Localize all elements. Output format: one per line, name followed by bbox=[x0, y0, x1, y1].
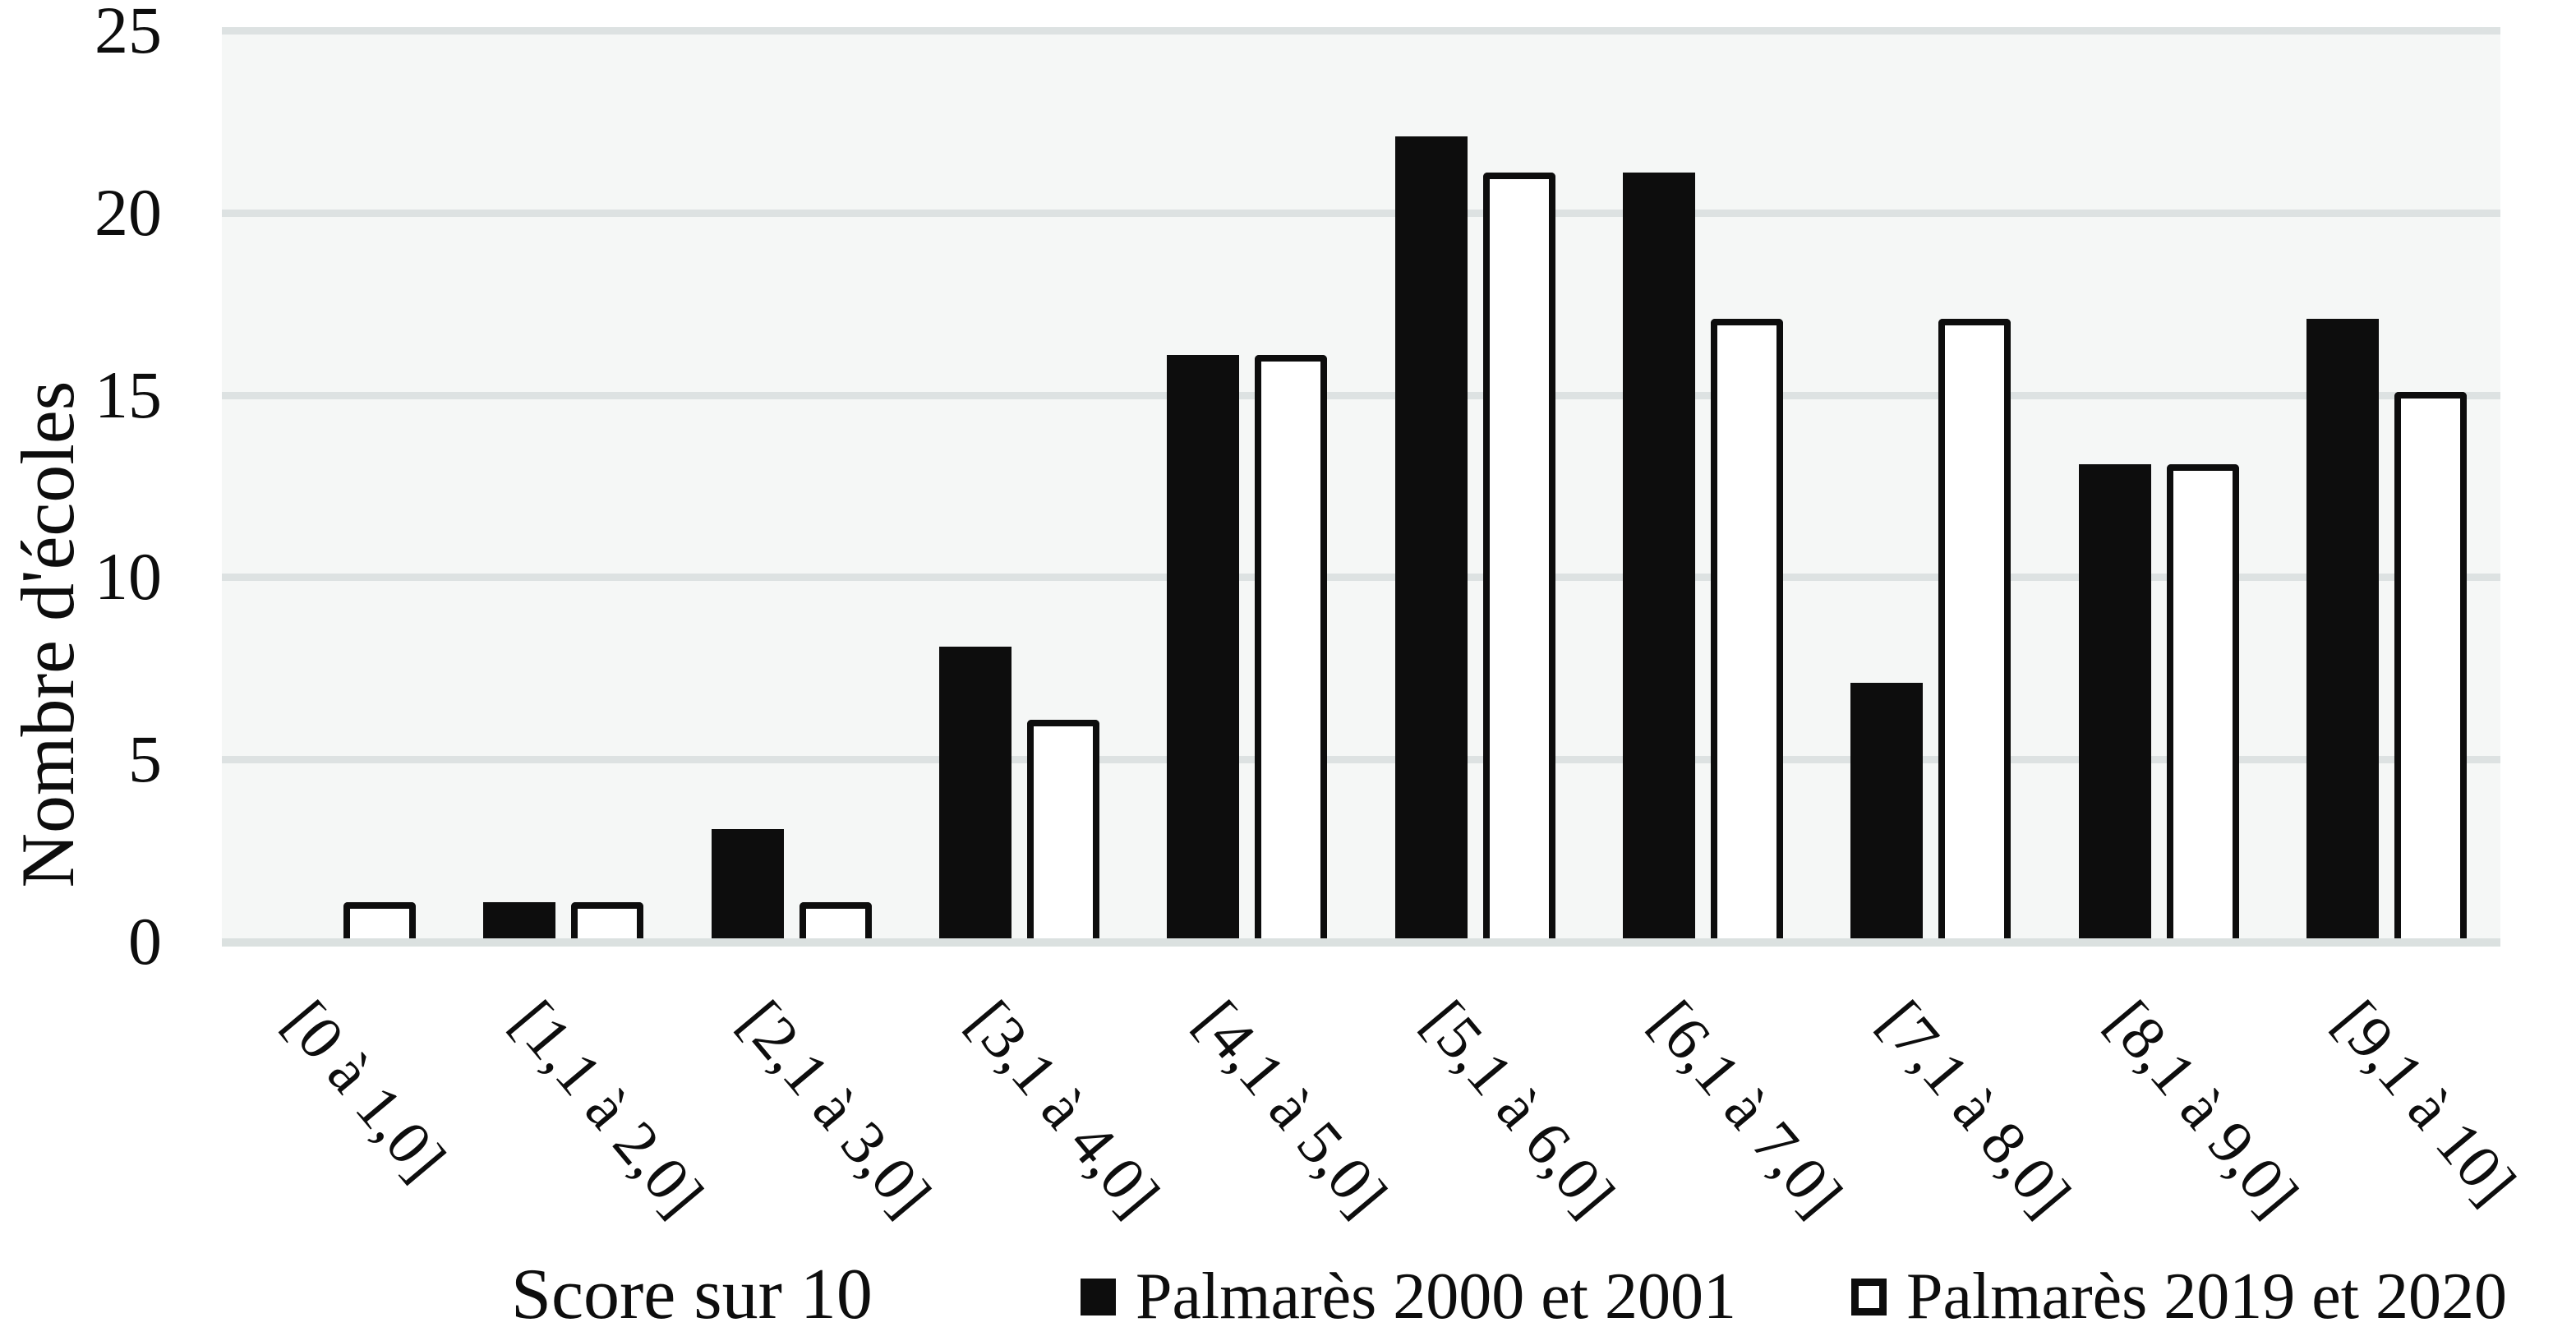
x-tick-label: [9,1 à 10] bbox=[2321, 988, 2529, 1218]
bar-series-1-cat-7 bbox=[1622, 173, 1695, 938]
bar-series-2-cat-7 bbox=[1710, 318, 1783, 938]
legend-label-series-1: Palmarès 2000 et 2001 bbox=[1136, 1260, 1736, 1327]
bar-series-1-cat-2 bbox=[483, 901, 556, 938]
legend-label-series-2: Palmarès 2019 et 2020 bbox=[1906, 1260, 2507, 1327]
bar-series-2-cat-2 bbox=[571, 901, 644, 938]
legend-outlined-square-marker bbox=[1851, 1279, 1887, 1315]
bar-series-1-cat-10 bbox=[2306, 318, 2379, 938]
bar-series-2-cat-9 bbox=[2166, 464, 2239, 938]
bar-series-2-cat-8 bbox=[1938, 318, 2011, 938]
bar-series-1-cat-9 bbox=[2078, 464, 2151, 938]
x-tick-label: [4,1 à 5,0] bbox=[1182, 988, 1400, 1229]
y-tick-label: 10 bbox=[94, 539, 162, 615]
bar-series-1-cat-8 bbox=[1850, 683, 1924, 938]
legend-filled-square-marker bbox=[1081, 1279, 1116, 1315]
gridline bbox=[222, 27, 2500, 35]
x-tick-label: [6,1 à 7,0] bbox=[1638, 988, 1856, 1229]
gridline bbox=[222, 756, 2500, 764]
x-axis-line bbox=[222, 938, 2500, 947]
y-tick-label: 15 bbox=[94, 357, 162, 432]
bar-series-1-cat-4 bbox=[939, 647, 1012, 938]
x-tick-label: [5,1 à 6,0] bbox=[1409, 988, 1628, 1229]
x-axis-title: Score sur 10 bbox=[511, 1255, 873, 1327]
bar-series-2-cat-3 bbox=[799, 901, 872, 938]
gridline bbox=[222, 574, 2500, 582]
y-tick-label: 0 bbox=[128, 904, 162, 979]
y-tick-label: 20 bbox=[94, 174, 162, 250]
x-tick-label: [2,1 à 3,0] bbox=[726, 988, 945, 1229]
x-tick-label: [7,1 à 8,0] bbox=[1865, 988, 2084, 1229]
bar-series-2-cat-10 bbox=[2394, 391, 2467, 938]
bar-series-1-cat-5 bbox=[1167, 355, 1240, 938]
bar-series-1-cat-3 bbox=[711, 828, 784, 938]
gridline bbox=[222, 209, 2500, 217]
bar-series-2-cat-1 bbox=[343, 901, 417, 938]
bar-series-2-cat-4 bbox=[1027, 719, 1100, 938]
x-tick-label: [1,1 à 2,0] bbox=[498, 988, 717, 1229]
bar-series-1-cat-6 bbox=[1394, 136, 1468, 938]
x-tick-label: [0 à 1,0] bbox=[270, 988, 459, 1194]
bar-series-2-cat-6 bbox=[1482, 173, 1555, 938]
y-tick-label: 5 bbox=[128, 721, 162, 797]
x-tick-label: [8,1 à 9,0] bbox=[2093, 988, 2311, 1229]
x-tick-label: [3,1 à 4,0] bbox=[954, 988, 1173, 1229]
y-tick-label: 25 bbox=[94, 0, 162, 67]
plot-area bbox=[222, 27, 2500, 942]
gridline bbox=[222, 391, 2500, 399]
y-axis-title: Nombre d'écoles bbox=[6, 380, 90, 888]
bar-series-2-cat-5 bbox=[1255, 355, 1328, 938]
